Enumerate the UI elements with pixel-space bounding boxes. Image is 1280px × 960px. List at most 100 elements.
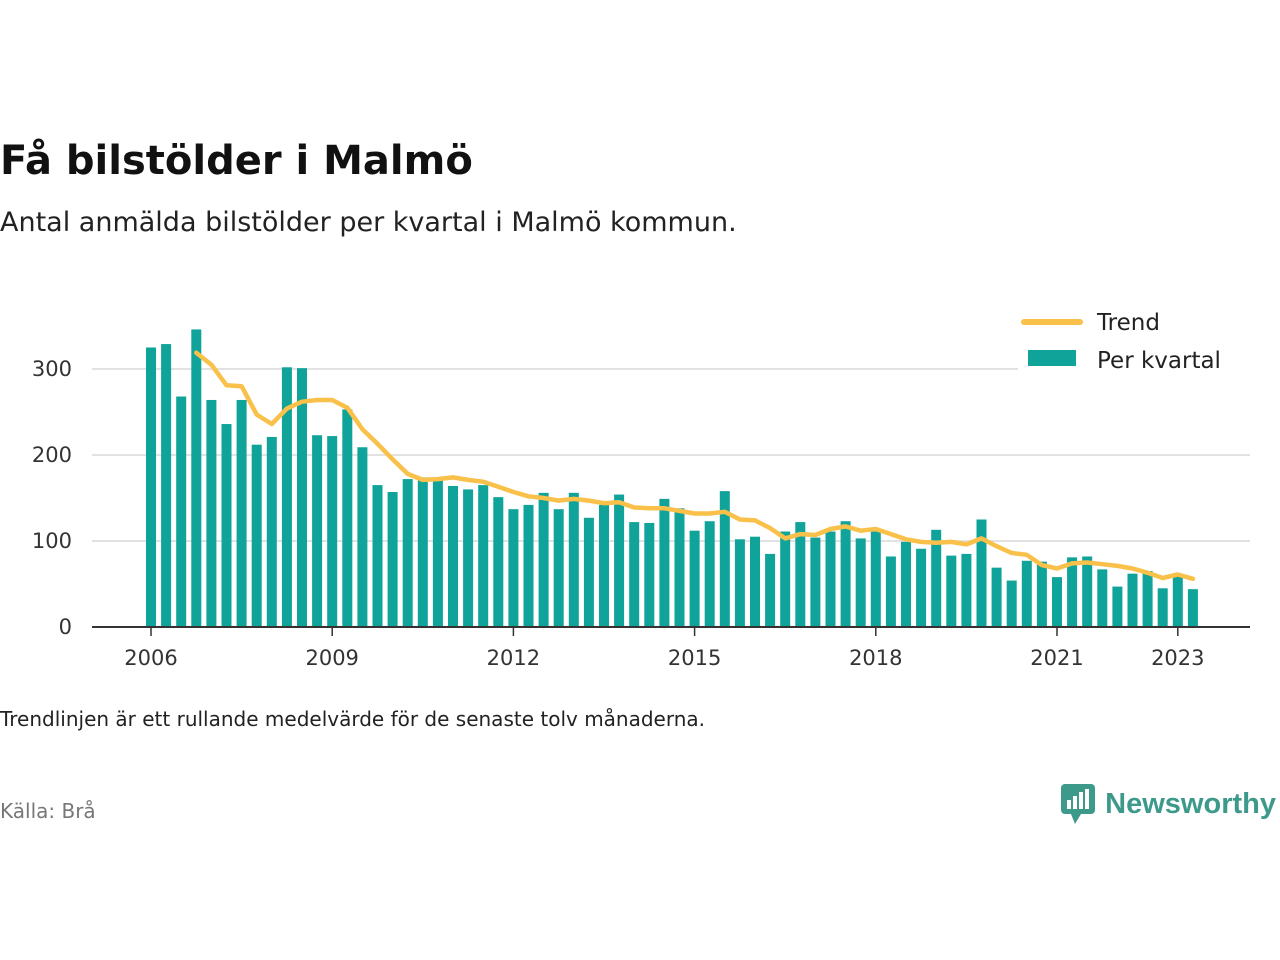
trend-note: Trendlinjen är ett rullande medelvärde f… — [0, 707, 706, 731]
bar — [946, 555, 957, 627]
trend-line — [194, 350, 1196, 582]
bar — [750, 536, 760, 627]
bar — [206, 399, 217, 627]
bar — [765, 553, 776, 627]
x-tick-label: 2021 — [1030, 646, 1083, 670]
bar — [402, 479, 413, 627]
bar — [161, 344, 172, 627]
bar — [297, 368, 307, 627]
bar — [1052, 577, 1062, 627]
bar — [327, 436, 338, 627]
bar — [1187, 589, 1198, 627]
bar — [236, 399, 247, 627]
bar-series — [146, 329, 1198, 627]
bar — [146, 347, 156, 627]
legend: Trend Per kvartal — [1018, 304, 1250, 388]
bar — [1006, 580, 1017, 627]
bar — [191, 329, 202, 627]
bar — [719, 491, 730, 627]
bar — [734, 539, 745, 627]
bar — [1067, 557, 1078, 627]
bar — [1036, 561, 1047, 627]
x-axis-ticks: 2006 2009 2012 2015 2018 2021 2023 — [124, 627, 1205, 670]
bar — [659, 498, 670, 627]
brand-name: Newsworthy — [1105, 787, 1276, 820]
bar — [795, 522, 806, 627]
bar — [1112, 586, 1123, 627]
bar — [810, 537, 821, 627]
bar — [961, 553, 972, 627]
bar — [825, 531, 836, 627]
x-tick-label: 2018 — [849, 646, 902, 670]
bar — [976, 519, 987, 627]
bar — [916, 548, 927, 627]
bar — [644, 522, 655, 627]
brand-logo: Newsworthy — [1061, 784, 1276, 824]
bar — [417, 477, 428, 627]
bar — [1142, 571, 1153, 627]
chart-title: Få bilstölder i Malmö — [0, 138, 473, 184]
bar — [538, 492, 549, 627]
bar — [885, 556, 896, 627]
legend-background — [1018, 304, 1250, 388]
bar — [614, 494, 625, 627]
bar — [478, 485, 489, 627]
bar — [372, 485, 383, 627]
bar — [780, 531, 791, 627]
bar — [553, 509, 564, 627]
bar — [432, 478, 443, 627]
y-axis-ticks: 0 100 200 300 — [32, 357, 72, 639]
y-tick-label: 300 — [32, 357, 72, 381]
trend-series — [194, 350, 1196, 582]
bar — [583, 517, 594, 627]
bar — [629, 522, 640, 627]
x-tick-label: 2015 — [668, 646, 721, 670]
bar — [448, 485, 458, 627]
y-tick-label: 200 — [32, 443, 72, 467]
bar — [1127, 573, 1138, 627]
grid-lines — [92, 368, 1250, 542]
bar — [176, 396, 187, 627]
bar — [870, 531, 881, 627]
bar — [704, 521, 715, 627]
bar — [689, 530, 700, 627]
source-text: Källa: Brå — [0, 799, 96, 823]
bar — [251, 444, 262, 627]
bar — [840, 521, 851, 627]
bar — [568, 492, 579, 627]
bar — [463, 489, 474, 627]
bar — [221, 424, 232, 627]
bar — [523, 504, 534, 627]
legend-bar-swatch — [1028, 350, 1076, 366]
bar — [342, 409, 353, 627]
bar — [1097, 569, 1108, 627]
legend-trend-label: Trend — [1096, 310, 1160, 336]
y-tick-label: 100 — [32, 529, 72, 553]
bar — [493, 497, 504, 627]
x-tick-label: 2009 — [305, 646, 358, 670]
bar — [508, 509, 519, 627]
bar — [931, 529, 942, 627]
legend-bar-label: Per kvartal — [1097, 348, 1221, 374]
bar — [266, 436, 277, 627]
bar — [991, 567, 1002, 627]
bar — [1172, 574, 1183, 627]
bar — [1082, 556, 1093, 627]
bar — [1021, 560, 1032, 627]
bar — [674, 508, 685, 627]
bar — [599, 504, 609, 627]
chart-subtitle: Antal anmälda bilstölder per kvartal i M… — [0, 207, 737, 238]
bar — [855, 538, 866, 627]
bar — [1157, 588, 1168, 627]
bar — [281, 367, 292, 627]
bar — [387, 491, 398, 627]
bar — [901, 541, 911, 627]
x-tick-label: 2023 — [1151, 646, 1204, 670]
x-tick-label: 2006 — [124, 646, 177, 670]
x-tick-label: 2012 — [487, 646, 540, 670]
bar — [357, 447, 368, 627]
bar — [312, 435, 323, 627]
y-tick-label: 0 — [59, 615, 72, 639]
newsworthy-logo-icon — [1061, 784, 1096, 824]
